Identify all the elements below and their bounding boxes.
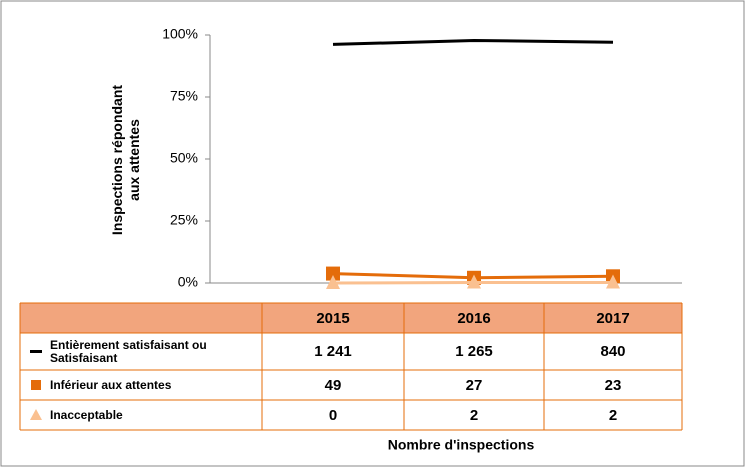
table-cell: 0 <box>328 406 338 424</box>
table-cell: 23 <box>604 376 622 394</box>
table-header-bg <box>262 303 682 333</box>
marker <box>606 274 620 289</box>
y-axis-title-line: Inspections répondant <box>109 85 125 235</box>
table-cell: 840 <box>600 343 626 360</box>
y-tick-label: 25% <box>170 212 198 228</box>
y-axis-title-line: aux attentes <box>126 119 142 201</box>
legend-label: Inacceptable <box>50 407 123 422</box>
column-header: 2017 <box>596 309 630 327</box>
column-header: 2015 <box>316 309 350 327</box>
y-tick-label: 100% <box>162 26 198 42</box>
y-tick-label: 0% <box>178 274 198 290</box>
marker <box>326 275 340 289</box>
legend-key <box>30 409 42 420</box>
table-header-blank <box>20 303 262 333</box>
table-cell: 1 265 <box>455 343 493 360</box>
table-cell: 2 <box>469 406 479 424</box>
y-tick-label: 50% <box>170 150 198 166</box>
series-line <box>332 38 614 46</box>
marker <box>467 274 481 289</box>
marker <box>326 266 340 281</box>
y-axis-title: Inspections répondantaux attentes <box>109 85 142 235</box>
legend-key <box>31 380 41 390</box>
column-header: 2016 <box>457 309 491 327</box>
legend-label: Entièrement satisfaisant ou Satisfaisant <box>50 337 207 365</box>
table-cell: 1 241 <box>314 343 352 360</box>
table-cell: 49 <box>324 376 342 394</box>
legend-label: Inférieur aux attentes <box>50 377 172 392</box>
y-tick-label: 75% <box>170 88 198 104</box>
table-cell: 2 <box>608 406 618 424</box>
table-cell: 27 <box>465 376 483 394</box>
x-axis-title: Nombre d'inspections <box>388 437 535 453</box>
legend-key <box>30 350 42 353</box>
